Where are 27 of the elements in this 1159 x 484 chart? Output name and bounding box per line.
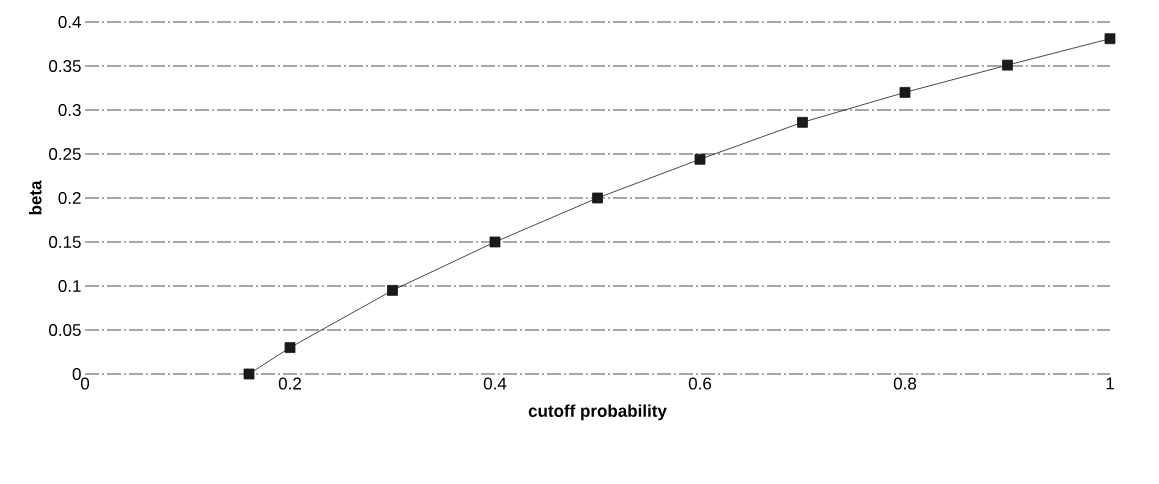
- y-tick-label: 0.05: [49, 323, 81, 337]
- y-tick-label: 0.35: [49, 59, 81, 73]
- x-tick-label: 0.4: [483, 377, 507, 390]
- y-tick-label: 0.15: [49, 235, 81, 249]
- point: [592, 192, 603, 204]
- point: [489, 236, 501, 248]
- point: [694, 153, 706, 165]
- point: [797, 116, 808, 128]
- y-tick-label: 0.2: [58, 191, 81, 205]
- y-tick-label: 0.1: [58, 279, 81, 293]
- point: [284, 342, 296, 353]
- point: [243, 368, 255, 380]
- x-tick-label: 0: [80, 377, 90, 390]
- x-tick-label: 0.8: [893, 377, 917, 390]
- point: [387, 284, 398, 296]
- x-tick-label: 1: [1106, 377, 1114, 390]
- y-tick-label: 0.25: [49, 147, 81, 161]
- x-axis-title: cutoff probability: [528, 404, 667, 421]
- y-tick-label: 0.4: [58, 15, 81, 29]
- y-tick-label: 0.3: [58, 103, 81, 117]
- point: [899, 86, 911, 98]
- y-axis-title: beta: [29, 180, 42, 215]
- x-tick-label: 0.2: [278, 377, 301, 390]
- y-tick-label: 0: [72, 367, 81, 381]
- point: [1104, 33, 1116, 45]
- x-tick-label: 0.6: [688, 377, 712, 390]
- point: [1002, 59, 1013, 71]
